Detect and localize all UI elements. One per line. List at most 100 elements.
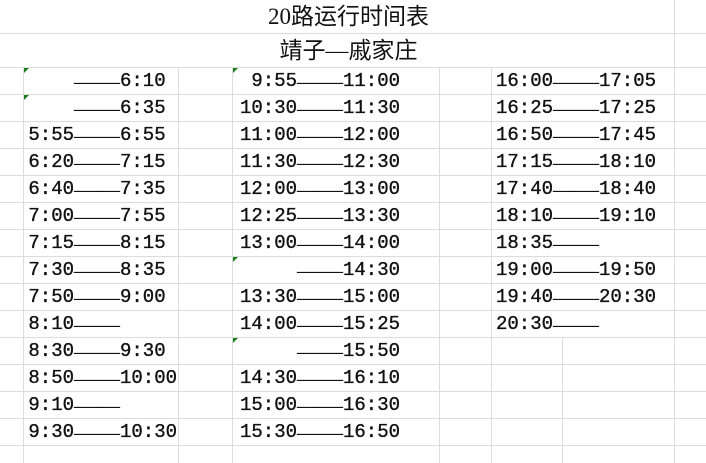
time-separator: —— bbox=[74, 258, 120, 283]
time-separator: —— bbox=[74, 150, 120, 175]
departure-time: 9:30 bbox=[28, 421, 74, 443]
timetable-cell[interactable]: 7:50——9:00 bbox=[24, 284, 166, 310]
timetable-cell[interactable]: 16:25——17:25 bbox=[492, 95, 656, 121]
row-gridline bbox=[0, 175, 706, 176]
timetable-cell[interactable]: 9:30——10:30 bbox=[24, 419, 177, 445]
timetable-cell[interactable]: ——14:30 bbox=[233, 257, 400, 283]
timetable-cell[interactable]: 7:00——7:55 bbox=[24, 203, 166, 229]
timetable-cell[interactable]: 12:00——13:00 bbox=[233, 176, 400, 202]
timetable-cell[interactable]: 16:50——17:45 bbox=[492, 122, 656, 148]
departure-time: 15:00 bbox=[239, 394, 297, 416]
arrival-time: 10:30 bbox=[120, 421, 178, 443]
timetable-cell[interactable]: 5:55——6:55 bbox=[24, 122, 166, 148]
timetable-cell[interactable]: 13:30——15:00 bbox=[233, 284, 400, 310]
arrival-time: 12:00 bbox=[343, 124, 401, 146]
route-subtitle[interactable]: 靖子—戚家庄 bbox=[23, 34, 674, 67]
timetable-cell[interactable]: 18:35—— bbox=[492, 230, 599, 256]
departure-time: 10:30 bbox=[239, 97, 297, 119]
departure-time: 12:25 bbox=[239, 205, 297, 227]
cell-error-indicator-icon[interactable] bbox=[24, 95, 29, 100]
arrival-time: 18:10 bbox=[599, 151, 657, 173]
timetable-cell[interactable]: 9:55——11:00 bbox=[233, 68, 400, 94]
row-gridline bbox=[0, 148, 706, 149]
timetable-cell[interactable]: 15:00——16:30 bbox=[233, 392, 400, 418]
time-separator: —— bbox=[553, 204, 599, 229]
time-separator: —— bbox=[74, 420, 120, 445]
time-separator: —— bbox=[553, 312, 599, 337]
timetable-cell[interactable]: 17:15——18:10 bbox=[492, 149, 656, 175]
timetable-cell[interactable]: 8:30——9:30 bbox=[24, 338, 166, 364]
column-gridline bbox=[178, 67, 179, 463]
timetable-cell[interactable]: ——6:10 bbox=[24, 68, 166, 94]
arrival-time: 20:30 bbox=[599, 286, 657, 308]
arrival-time: 19:10 bbox=[599, 205, 657, 227]
timetable-cell[interactable]: ——15:50 bbox=[233, 338, 400, 364]
timetable-cell[interactable]: 19:40——20:30 bbox=[492, 284, 656, 310]
timetable-cell[interactable]: 18:10——19:10 bbox=[492, 203, 656, 229]
time-separator: —— bbox=[74, 231, 120, 256]
sheet-title[interactable]: 20路运行时间表 bbox=[23, 0, 674, 33]
timetable-cell[interactable]: 8:10—— bbox=[24, 311, 120, 337]
time-separator: —— bbox=[74, 123, 120, 148]
time-separator: —— bbox=[74, 393, 120, 418]
column-gridline bbox=[23, 0, 24, 463]
time-separator: —— bbox=[553, 123, 599, 148]
time-separator: —— bbox=[74, 366, 120, 391]
timetable-cell[interactable]: 13:00——14:00 bbox=[233, 230, 400, 256]
timetable-cell[interactable]: 11:00——12:00 bbox=[233, 122, 400, 148]
row-gridline bbox=[0, 445, 706, 446]
timetable-cell[interactable]: 12:25——13:30 bbox=[233, 203, 400, 229]
timetable-cell[interactable]: 19:00——19:50 bbox=[492, 257, 656, 283]
departure-time: 17:40 bbox=[495, 178, 553, 200]
row-gridline bbox=[0, 94, 706, 95]
cell-error-indicator-icon[interactable] bbox=[233, 338, 238, 343]
timetable-cell[interactable]: 10:30——11:30 bbox=[233, 95, 400, 121]
timetable-cell[interactable]: 17:40——18:40 bbox=[492, 176, 656, 202]
column-gridline bbox=[232, 67, 233, 463]
departure-time: 8:10 bbox=[28, 313, 74, 335]
time-separator: —— bbox=[297, 258, 343, 283]
departure-time: 15:30 bbox=[239, 421, 297, 443]
timetable-cell[interactable]: 16:00——17:05 bbox=[492, 68, 656, 94]
arrival-time: 17:25 bbox=[599, 97, 657, 119]
timetable-cell[interactable]: 9:10—— bbox=[24, 392, 120, 418]
arrival-time: 10:00 bbox=[120, 367, 178, 389]
timetable-cell[interactable]: 6:20——7:15 bbox=[24, 149, 166, 175]
departure-time: 11:00 bbox=[239, 124, 297, 146]
arrival-time: 6:55 bbox=[120, 124, 166, 146]
departure-time: 16:00 bbox=[495, 70, 553, 92]
cell-error-indicator-icon[interactable] bbox=[233, 257, 238, 262]
arrival-time: 9:00 bbox=[120, 286, 166, 308]
arrival-time: 13:00 bbox=[343, 178, 401, 200]
time-separator: —— bbox=[297, 150, 343, 175]
arrival-time: 11:00 bbox=[343, 70, 401, 92]
row-gridline bbox=[0, 391, 706, 392]
time-separator: —— bbox=[553, 285, 599, 310]
timetable-cell[interactable]: 7:15——8:15 bbox=[24, 230, 166, 256]
departure-time: 18:10 bbox=[495, 205, 553, 227]
time-separator: —— bbox=[553, 96, 599, 121]
departure-time: 16:50 bbox=[495, 124, 553, 146]
timetable-cell[interactable]: 14:00——15:25 bbox=[233, 311, 400, 337]
timetable-cell[interactable]: 20:30—— bbox=[492, 311, 599, 337]
time-separator: —— bbox=[553, 69, 599, 94]
timetable-cell[interactable]: 14:30——16:10 bbox=[233, 365, 400, 391]
row-gridline bbox=[0, 283, 706, 284]
departure-time: 14:00 bbox=[239, 313, 297, 335]
timetable-cell[interactable]: 7:30——8:35 bbox=[24, 257, 166, 283]
cell-error-indicator-icon[interactable] bbox=[24, 68, 29, 73]
timetable-cell[interactable]: ——6:35 bbox=[24, 95, 166, 121]
timetable-cell[interactable]: 11:30——12:30 bbox=[233, 149, 400, 175]
departure-time: 6:20 bbox=[28, 151, 74, 173]
timetable-cell[interactable]: 8:50——10:00 bbox=[24, 365, 177, 391]
timetable-cell[interactable]: 6:40——7:35 bbox=[24, 176, 166, 202]
time-separator: —— bbox=[74, 96, 120, 121]
arrival-time: 18:40 bbox=[599, 178, 657, 200]
timetable-cell[interactable]: 15:30——16:50 bbox=[233, 419, 400, 445]
arrival-time: 6:35 bbox=[120, 97, 166, 119]
arrival-time: 15:25 bbox=[343, 313, 401, 335]
departure-time: 14:30 bbox=[239, 367, 297, 389]
cell-error-indicator-icon[interactable] bbox=[233, 68, 238, 73]
time-separator: —— bbox=[74, 312, 120, 337]
